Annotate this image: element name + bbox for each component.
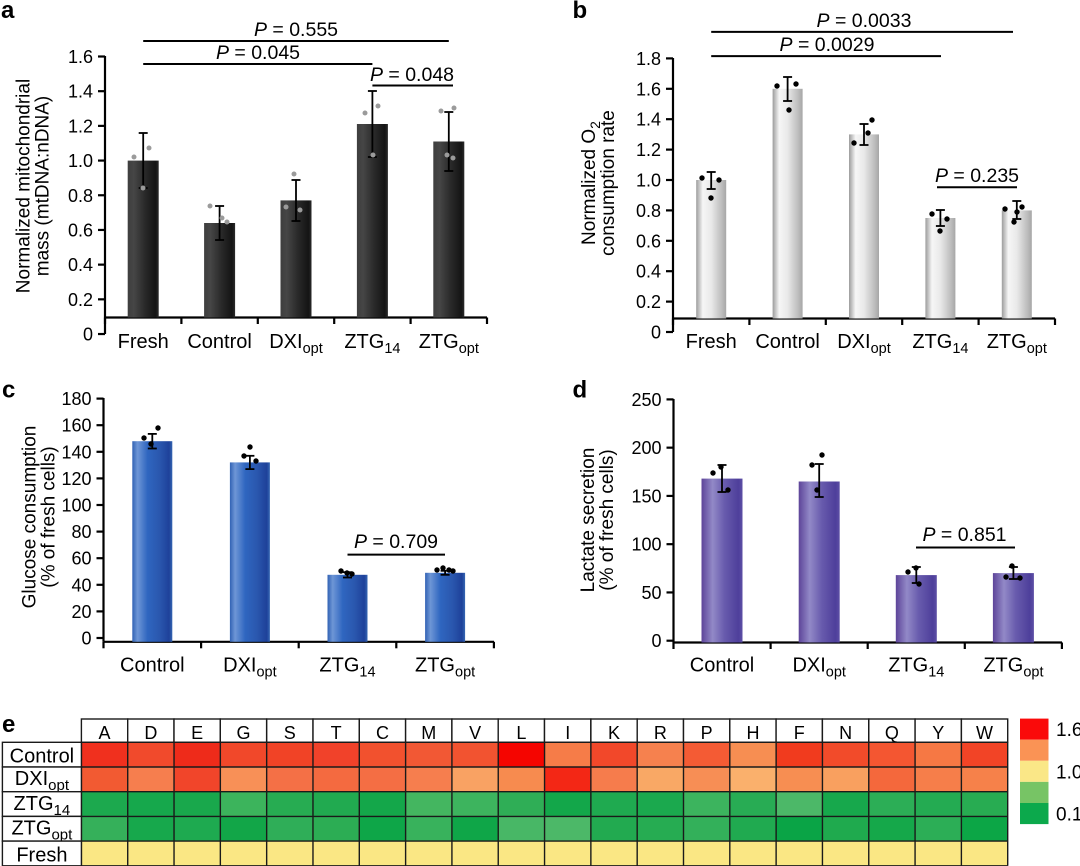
svg-text:1.6: 1.6: [68, 47, 93, 67]
svg-text:0.8: 0.8: [636, 201, 661, 221]
svg-text:P = 0.555: P = 0.555: [254, 19, 338, 41]
svg-text:P = 0.045: P = 0.045: [216, 42, 300, 64]
svg-text:I: I: [565, 723, 570, 743]
svg-text:DXIopt: DXIopt: [269, 331, 323, 357]
svg-text:DXIopt: DXIopt: [837, 331, 891, 357]
svg-text:0.4: 0.4: [68, 255, 93, 275]
svg-text:a: a: [1, 0, 15, 24]
svg-text:Control: Control: [10, 746, 74, 768]
svg-text:d: d: [573, 377, 588, 404]
svg-text:consumption rate: consumption rate: [598, 110, 619, 256]
svg-text:60: 60: [71, 549, 91, 569]
svg-text:1.0: 1.0: [636, 171, 661, 191]
svg-text:P = 0.048: P = 0.048: [370, 64, 454, 86]
svg-text:140: 140: [61, 442, 91, 462]
svg-text:120: 120: [61, 469, 91, 489]
svg-text:200: 200: [631, 438, 661, 458]
svg-text:b: b: [573, 0, 588, 24]
svg-text:1.6: 1.6: [636, 79, 661, 99]
svg-text:(% of fresh cells): (% of fresh cells): [39, 446, 60, 587]
svg-text:D: D: [144, 723, 157, 743]
svg-text:ZTGopt: ZTGopt: [987, 331, 1047, 357]
svg-text:Q: Q: [885, 723, 899, 743]
svg-text:G: G: [236, 723, 250, 743]
svg-text:40: 40: [71, 575, 91, 595]
svg-text:S: S: [284, 723, 296, 743]
svg-text:1.2: 1.2: [68, 116, 93, 136]
svg-text:0: 0: [651, 323, 661, 343]
svg-text:Control: Control: [690, 655, 754, 677]
svg-text:50: 50: [641, 583, 661, 603]
svg-text:180: 180: [61, 389, 91, 409]
svg-text:C: C: [376, 723, 389, 743]
svg-text:100: 100: [61, 496, 91, 516]
svg-text:1.8: 1.8: [636, 49, 661, 69]
svg-text:20: 20: [71, 602, 91, 622]
svg-text:(% of fresh cells): (% of fresh cells): [597, 449, 618, 590]
svg-text:Control: Control: [187, 331, 251, 353]
svg-text:0.4: 0.4: [636, 262, 661, 282]
svg-text:1.0: 1.0: [68, 151, 93, 171]
svg-text:e: e: [2, 711, 15, 738]
svg-text:Lactate secretion: Lactate secretion: [578, 448, 599, 593]
svg-text:V: V: [469, 723, 481, 743]
svg-text:160: 160: [61, 416, 91, 436]
svg-text:0.8: 0.8: [68, 186, 93, 206]
svg-text:N: N: [839, 723, 852, 743]
svg-text:Fresh: Fresh: [16, 844, 67, 866]
svg-text:Y: Y: [932, 723, 944, 743]
svg-text:P = 0.851: P = 0.851: [922, 524, 1006, 546]
svg-text:1.6: 1.6: [1056, 720, 1080, 741]
svg-text:K: K: [608, 723, 620, 743]
svg-text:0.2: 0.2: [68, 290, 93, 310]
svg-text:Fresh: Fresh: [118, 331, 169, 353]
svg-text:H: H: [746, 723, 759, 743]
svg-text:0.2: 0.2: [636, 292, 661, 312]
svg-text:0.1: 0.1: [1056, 805, 1080, 826]
svg-text:1.4: 1.4: [636, 110, 661, 130]
svg-text:c: c: [2, 377, 15, 404]
svg-text:P: P: [701, 723, 713, 743]
svg-text:M: M: [421, 723, 436, 743]
svg-text:W: W: [976, 723, 993, 743]
svg-text:0: 0: [81, 629, 91, 649]
svg-text:E: E: [191, 723, 203, 743]
svg-text:L: L: [516, 723, 526, 743]
svg-text:0: 0: [83, 325, 93, 345]
svg-text:P = 0.235: P = 0.235: [935, 165, 1019, 187]
svg-text:P = 0.0029: P = 0.0029: [780, 34, 875, 56]
svg-text:Control: Control: [120, 655, 184, 677]
svg-text:1.4: 1.4: [68, 82, 93, 102]
svg-text:1.2: 1.2: [636, 140, 661, 160]
svg-text:150: 150: [631, 486, 661, 506]
svg-text:0.6: 0.6: [636, 231, 661, 251]
svg-text:80: 80: [71, 522, 91, 542]
svg-text:100: 100: [631, 535, 661, 555]
svg-text:250: 250: [631, 390, 661, 410]
svg-text:1.0: 1.0: [1056, 762, 1080, 783]
svg-text:0: 0: [651, 631, 661, 651]
svg-text:mass (mtDNA:nDNA): mass (mtDNA:nDNA): [33, 96, 54, 277]
svg-text:P = 0.709: P = 0.709: [354, 531, 438, 553]
svg-text:P = 0.0033: P = 0.0033: [817, 10, 912, 32]
svg-text:Normalized mitochondrial: Normalized mitochondrial: [14, 79, 35, 293]
svg-text:DXIopt: DXIopt: [223, 655, 277, 681]
svg-text:Glucose consumption: Glucose consumption: [20, 426, 41, 609]
svg-text:R: R: [654, 723, 667, 743]
svg-text:Fresh: Fresh: [686, 331, 737, 353]
svg-text:Control: Control: [755, 331, 819, 353]
svg-text:A: A: [99, 723, 111, 743]
svg-text:0.6: 0.6: [68, 220, 93, 240]
svg-text:T: T: [331, 723, 342, 743]
svg-text:F: F: [794, 723, 805, 743]
svg-text:Normalized O2: Normalized O2: [579, 121, 603, 245]
